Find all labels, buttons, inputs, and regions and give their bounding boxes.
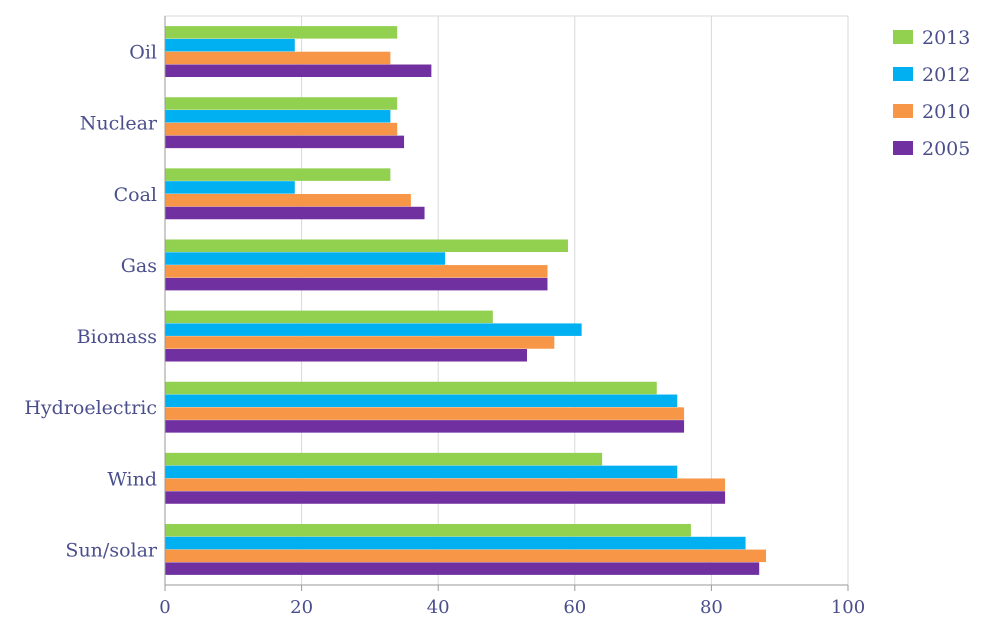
- bar-biomass-2013: [165, 310, 493, 324]
- bar-gas-2010: [165, 265, 548, 278]
- bar-sun-solar-2005: [165, 562, 760, 575]
- bar-gas-2013: [165, 239, 568, 252]
- bar-biomass-2005: [165, 349, 527, 362]
- x-tick-label: 100: [831, 597, 865, 618]
- category-label: Nuclear: [80, 113, 158, 135]
- bar-wind-2013: [165, 452, 603, 466]
- category-labels: Oil Nuclear Coal Gas Biomass Hydroelectric Win…: [24, 42, 158, 562]
- legend-swatch-2005: [893, 141, 913, 155]
- x-tick-label: 60: [563, 597, 586, 618]
- x-tick-label: 0: [159, 597, 170, 618]
- x-tick-label: 40: [427, 597, 450, 618]
- legend: 2013 2012 2010 2005: [893, 27, 970, 160]
- bar-hydroelectric-2012: [165, 394, 678, 408]
- bar-oil-2010: [165, 51, 391, 65]
- bar-nuclear-2010: [165, 122, 398, 136]
- bar-coal-2010: [165, 193, 411, 207]
- bar-coal-2013: [165, 168, 391, 181]
- legend-label: 2005: [922, 138, 970, 160]
- bar-coal-2012: [165, 181, 295, 194]
- bar-hydroelectric-2013: [165, 381, 657, 395]
- bar-gas-2005: [165, 277, 548, 291]
- category-label: Wind: [107, 468, 157, 490]
- bar-sun-solar-2012: [165, 536, 746, 550]
- bar-sun-solar-2013: [165, 523, 691, 537]
- bar-nuclear-2005: [165, 135, 405, 149]
- bar-coal-2005: [165, 206, 425, 220]
- bar-sun-solar-2010: [165, 549, 767, 563]
- bar-oil-2012: [165, 38, 295, 52]
- category-label: Gas: [121, 255, 157, 277]
- bar-gas-2012: [165, 252, 446, 265]
- bar-oil-2005: [165, 64, 432, 78]
- category-label: Coal: [114, 184, 157, 206]
- legend-swatch-2013: [893, 30, 913, 44]
- bar-biomass-2012: [165, 323, 582, 336]
- category-label: Sun/solar: [65, 539, 157, 561]
- legend-swatch-2012: [893, 67, 913, 81]
- legend-label: 2012: [922, 64, 970, 86]
- category-label: Hydroelectric: [24, 397, 157, 419]
- bar-wind-2005: [165, 491, 726, 504]
- category-label: Biomass: [77, 326, 157, 348]
- bar-hydroelectric-2010: [165, 407, 685, 420]
- bar-nuclear-2012: [165, 110, 391, 123]
- bar-wind-2012: [165, 465, 678, 479]
- bar-wind-2010: [165, 478, 726, 491]
- x-tick-label: 80: [700, 597, 723, 618]
- bars: [165, 26, 767, 575]
- x-tick-label: 20: [290, 597, 313, 618]
- legend-label: 2013: [922, 27, 970, 49]
- bar-oil-2013: [165, 26, 398, 39]
- category-label: Oil: [129, 42, 157, 64]
- bar-biomass-2010: [165, 336, 555, 349]
- x-axis-ticks: 0 20 40 60 80 100: [159, 585, 865, 618]
- legend-swatch-2010: [893, 104, 913, 118]
- bar-nuclear-2013: [165, 97, 398, 110]
- legend-label: 2010: [922, 101, 970, 123]
- bar-hydroelectric-2005: [165, 420, 685, 433]
